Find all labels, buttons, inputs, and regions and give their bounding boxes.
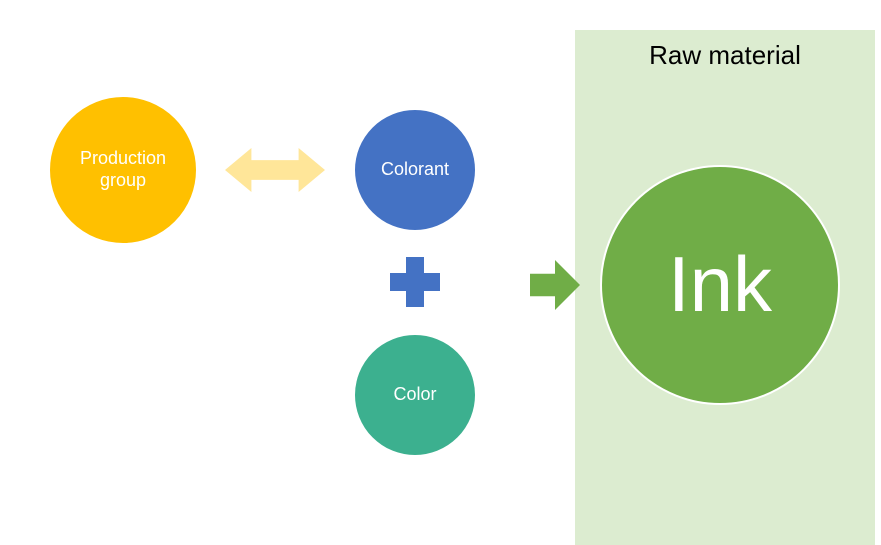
production-group-node: Production group (48, 95, 198, 245)
plus-icon (390, 257, 440, 307)
colorant-node: Colorant (353, 108, 477, 232)
production-group-label-1: Production (80, 148, 166, 168)
color-node: Color (353, 333, 477, 457)
ink-label: Ink (668, 238, 772, 332)
right-arrow-icon (530, 260, 580, 310)
raw-material-label: Raw material (575, 40, 875, 71)
ink-node: Ink (600, 165, 840, 405)
plus-vertical (406, 257, 424, 307)
double-arrow-icon (225, 148, 325, 192)
color-label: Color (393, 384, 436, 406)
production-group-label-2: group (100, 170, 146, 190)
colorant-label: Colorant (381, 159, 449, 181)
